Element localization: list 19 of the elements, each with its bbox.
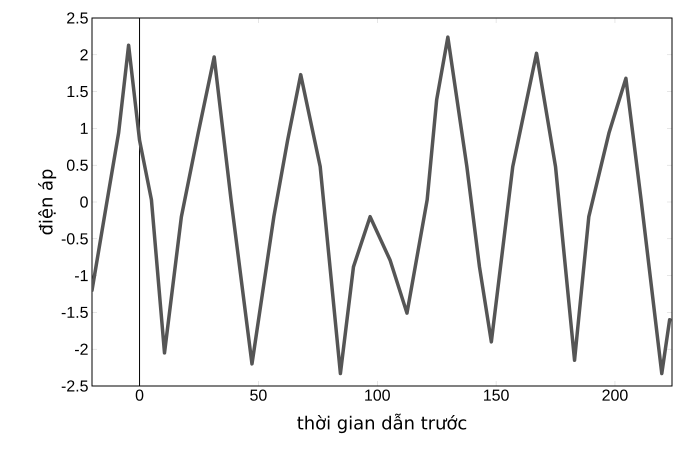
- y-tick-label: 2: [80, 49, 88, 60]
- x-tick-label: 100: [365, 390, 390, 401]
- x-tick-label: 150: [484, 390, 509, 401]
- y-axis-title: điện áp: [38, 170, 56, 234]
- line-series: [92, 35, 672, 376]
- y-tick-label: -2: [75, 344, 88, 355]
- y-tick-label: -1: [75, 270, 88, 282]
- y-tick-label: 0.5: [66, 160, 88, 171]
- x-tick-label: 200: [602, 390, 628, 401]
- y-tick-label: 0: [80, 196, 88, 208]
- y-tick-label: 1: [80, 122, 88, 134]
- x-tick-label: 50: [250, 390, 267, 401]
- y-tick-label: 1.5: [68, 86, 88, 98]
- y-tick-label: -2.5: [62, 380, 88, 392]
- y-tick-label: 2.5: [67, 12, 88, 24]
- y-tick-label: -1.5: [62, 306, 88, 318]
- x-axis-title: thời gian dẫn trước: [297, 414, 466, 434]
- y-tick-label: -0.5: [62, 233, 88, 244]
- x-tick-label: 0: [136, 390, 144, 401]
